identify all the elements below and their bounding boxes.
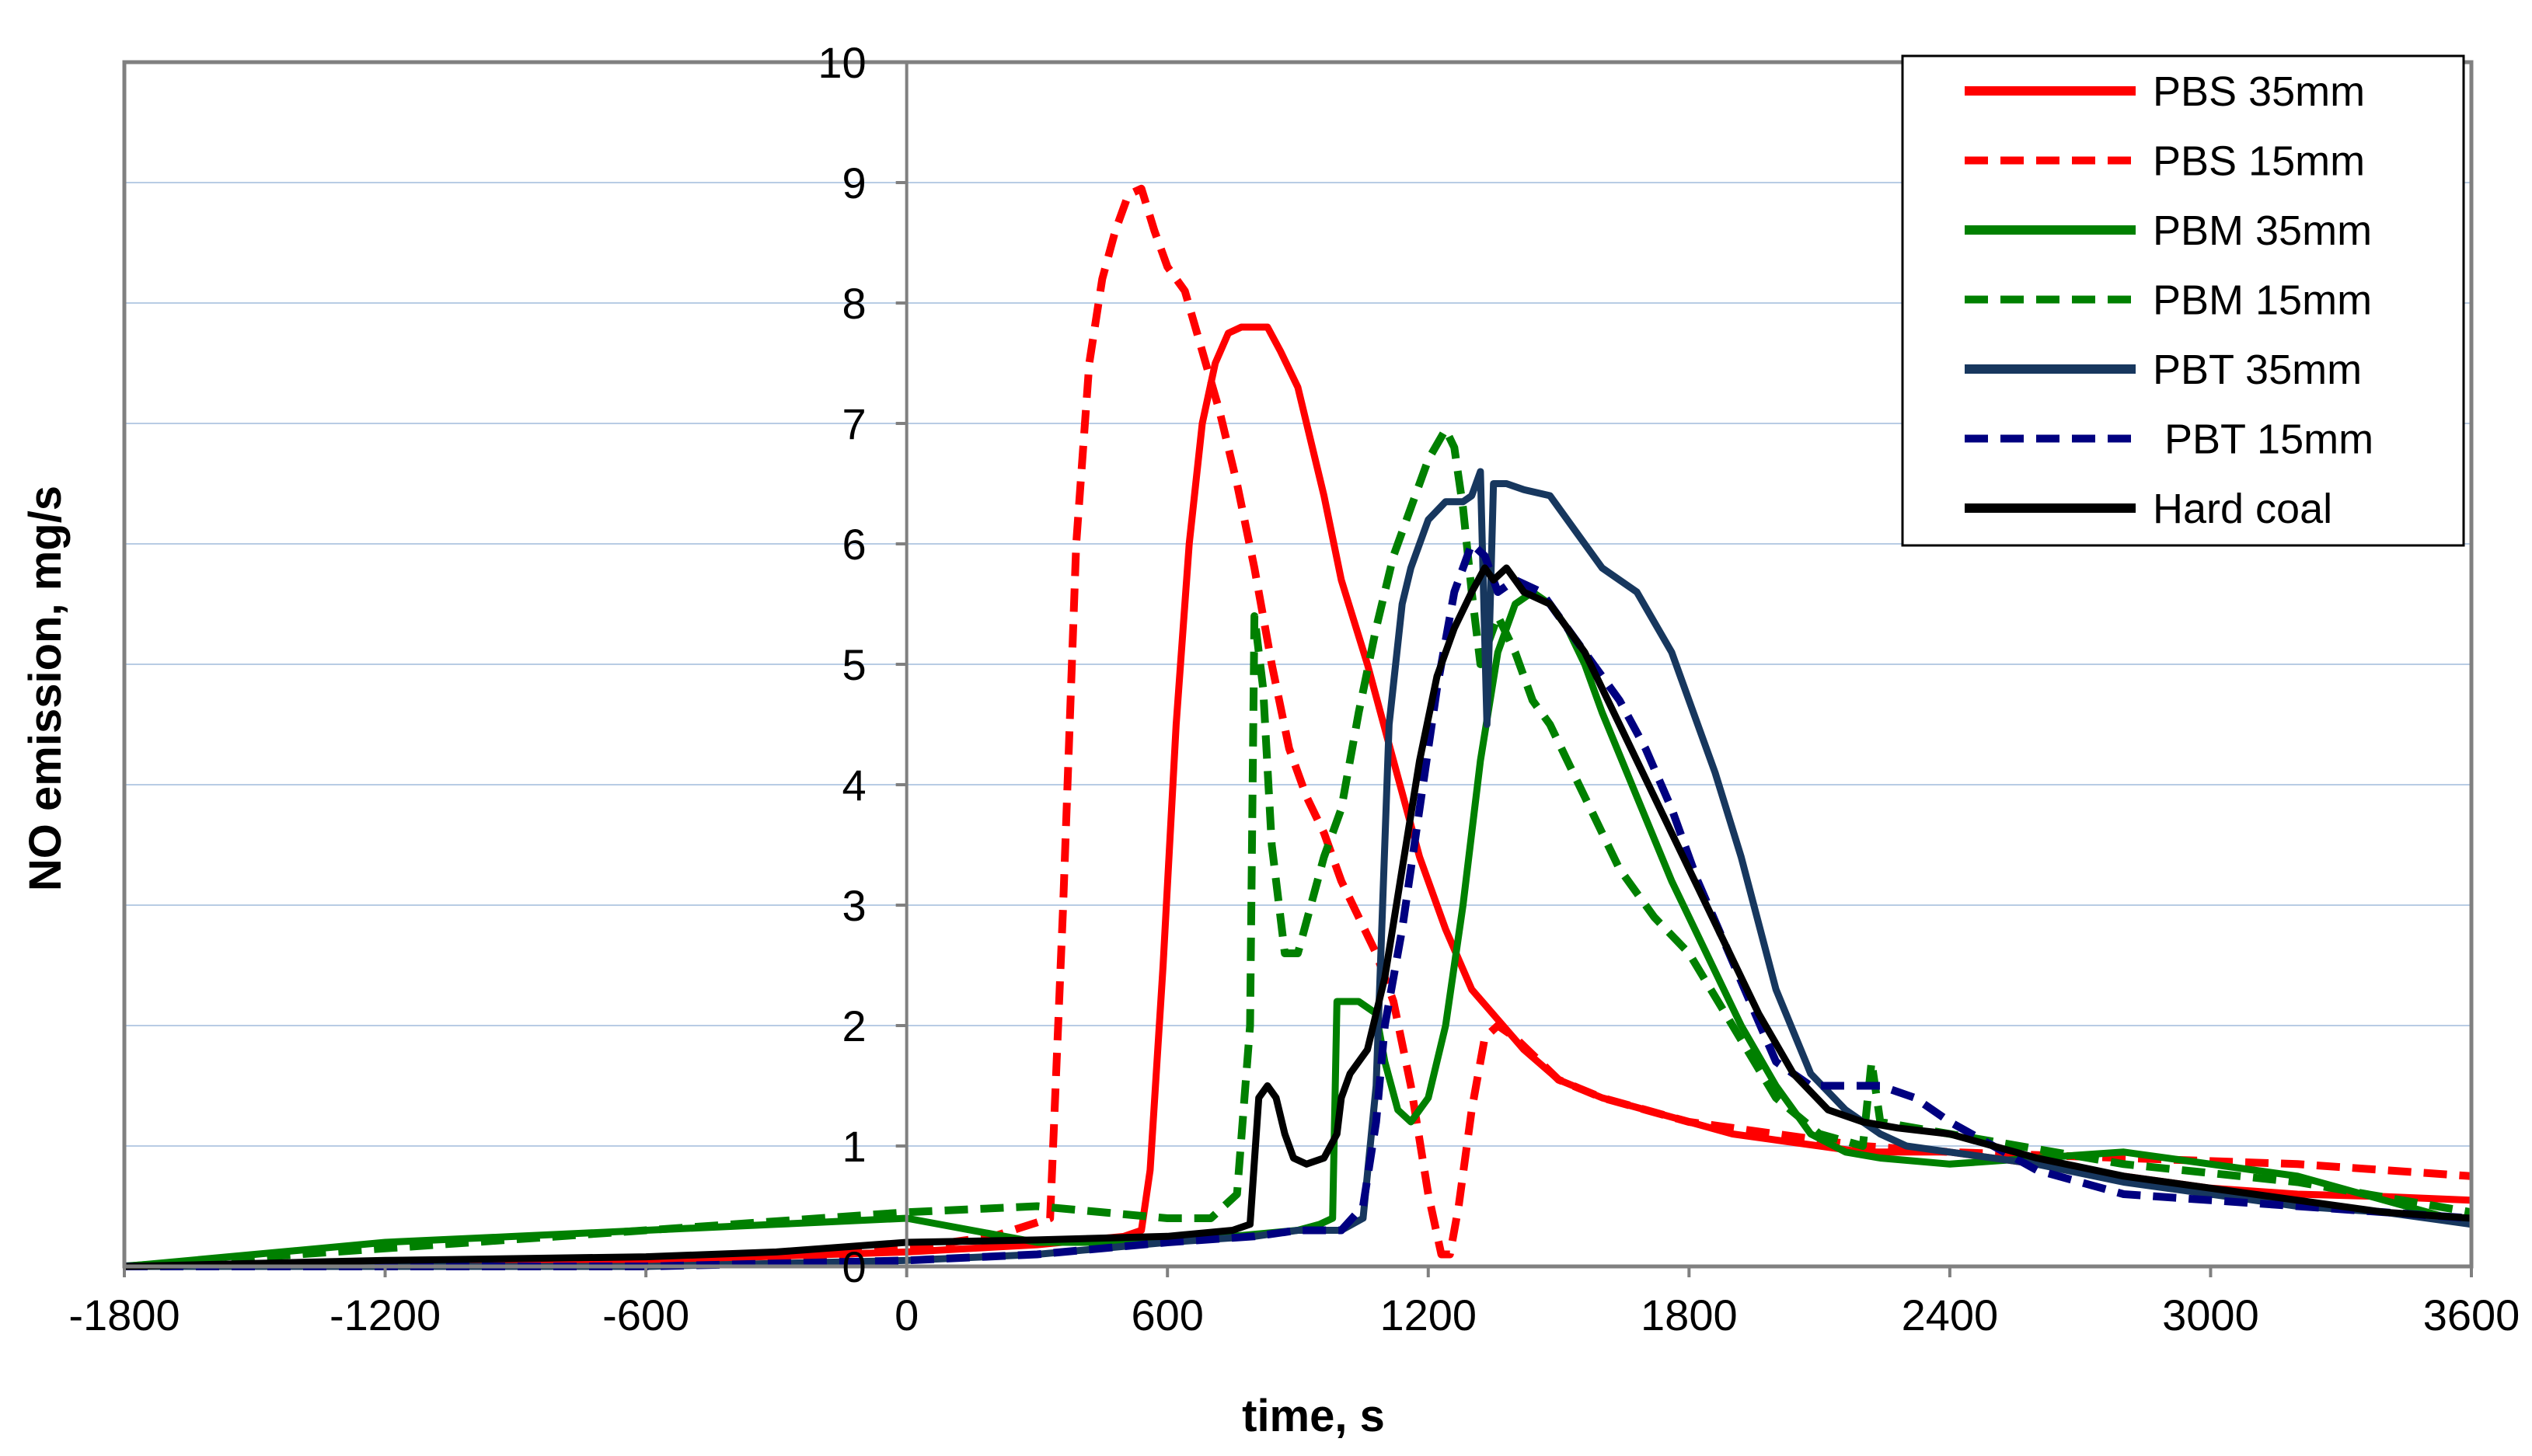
series-line-pbt-35mm — [124, 468, 2472, 1270]
series-line-pbs-15mm — [124, 184, 2472, 1270]
x-tick-label: -1800 — [68, 1291, 180, 1339]
y-tick-label: 7 — [842, 399, 867, 448]
ticks: 0 1 2 3 4 5 6 7 8 9 10 -1800 -1200 -600 0 600 1200 1800 24… — [68, 38, 2520, 1339]
y-tick-label: 5 — [842, 640, 867, 689]
legend-label: PBS 35mm — [2153, 68, 2365, 115]
x-tick-label: -1200 — [330, 1291, 441, 1339]
legend-label: PBM 15mm — [2153, 277, 2372, 324]
legend-label: PBM 35mm — [2153, 207, 2372, 254]
legend-label: Hard coal — [2153, 486, 2332, 532]
legend: PBS 35mm PBS 15mm PBM 35mm PBM 15mm PBT 35mm… — [1901, 54, 2465, 547]
y-tick-label: 10 — [818, 38, 866, 87]
x-tick-label: 0 — [895, 1291, 919, 1339]
x-tick-label: 1200 — [1379, 1291, 1477, 1339]
series-line-pbm-35mm — [124, 588, 2473, 1270]
x-tick-label: -600 — [602, 1291, 689, 1339]
legend-label: PBS 15mm — [2153, 138, 2365, 185]
y-axis-title: NO emission, mg/s — [20, 486, 71, 891]
legend-label: PBT 15mm — [2153, 416, 2373, 463]
y-tick-label: 4 — [842, 761, 867, 810]
series-layer — [124, 184, 2473, 1270]
series-line-hard-coal — [124, 564, 2472, 1270]
x-tick-label: 1800 — [1641, 1291, 1738, 1339]
x-tick-label: 2400 — [1902, 1291, 1999, 1339]
x-tick-label: 3000 — [2162, 1291, 2259, 1339]
y-tick-label: 2 — [842, 1001, 867, 1050]
axes — [122, 60, 2474, 1269]
y-tick-label: 6 — [842, 520, 867, 569]
legend-label: PBT 35mm — [2153, 347, 2362, 393]
y-tick-label: 8 — [842, 279, 867, 328]
series-line-pbm-15mm — [124, 425, 2472, 1270]
x-tick-label: 3600 — [2423, 1291, 2520, 1339]
y-tick-label: 3 — [842, 881, 867, 930]
y-tick-label: 9 — [842, 158, 867, 207]
x-axis-title: time, s — [1242, 1391, 1385, 1441]
legend-box — [1901, 54, 2465, 547]
y-tick-label: 0 — [842, 1242, 867, 1291]
series-line-pbt-15mm — [124, 540, 2472, 1270]
y-tick-label: 1 — [842, 1122, 867, 1171]
x-tick-label: 600 — [1132, 1291, 1204, 1339]
